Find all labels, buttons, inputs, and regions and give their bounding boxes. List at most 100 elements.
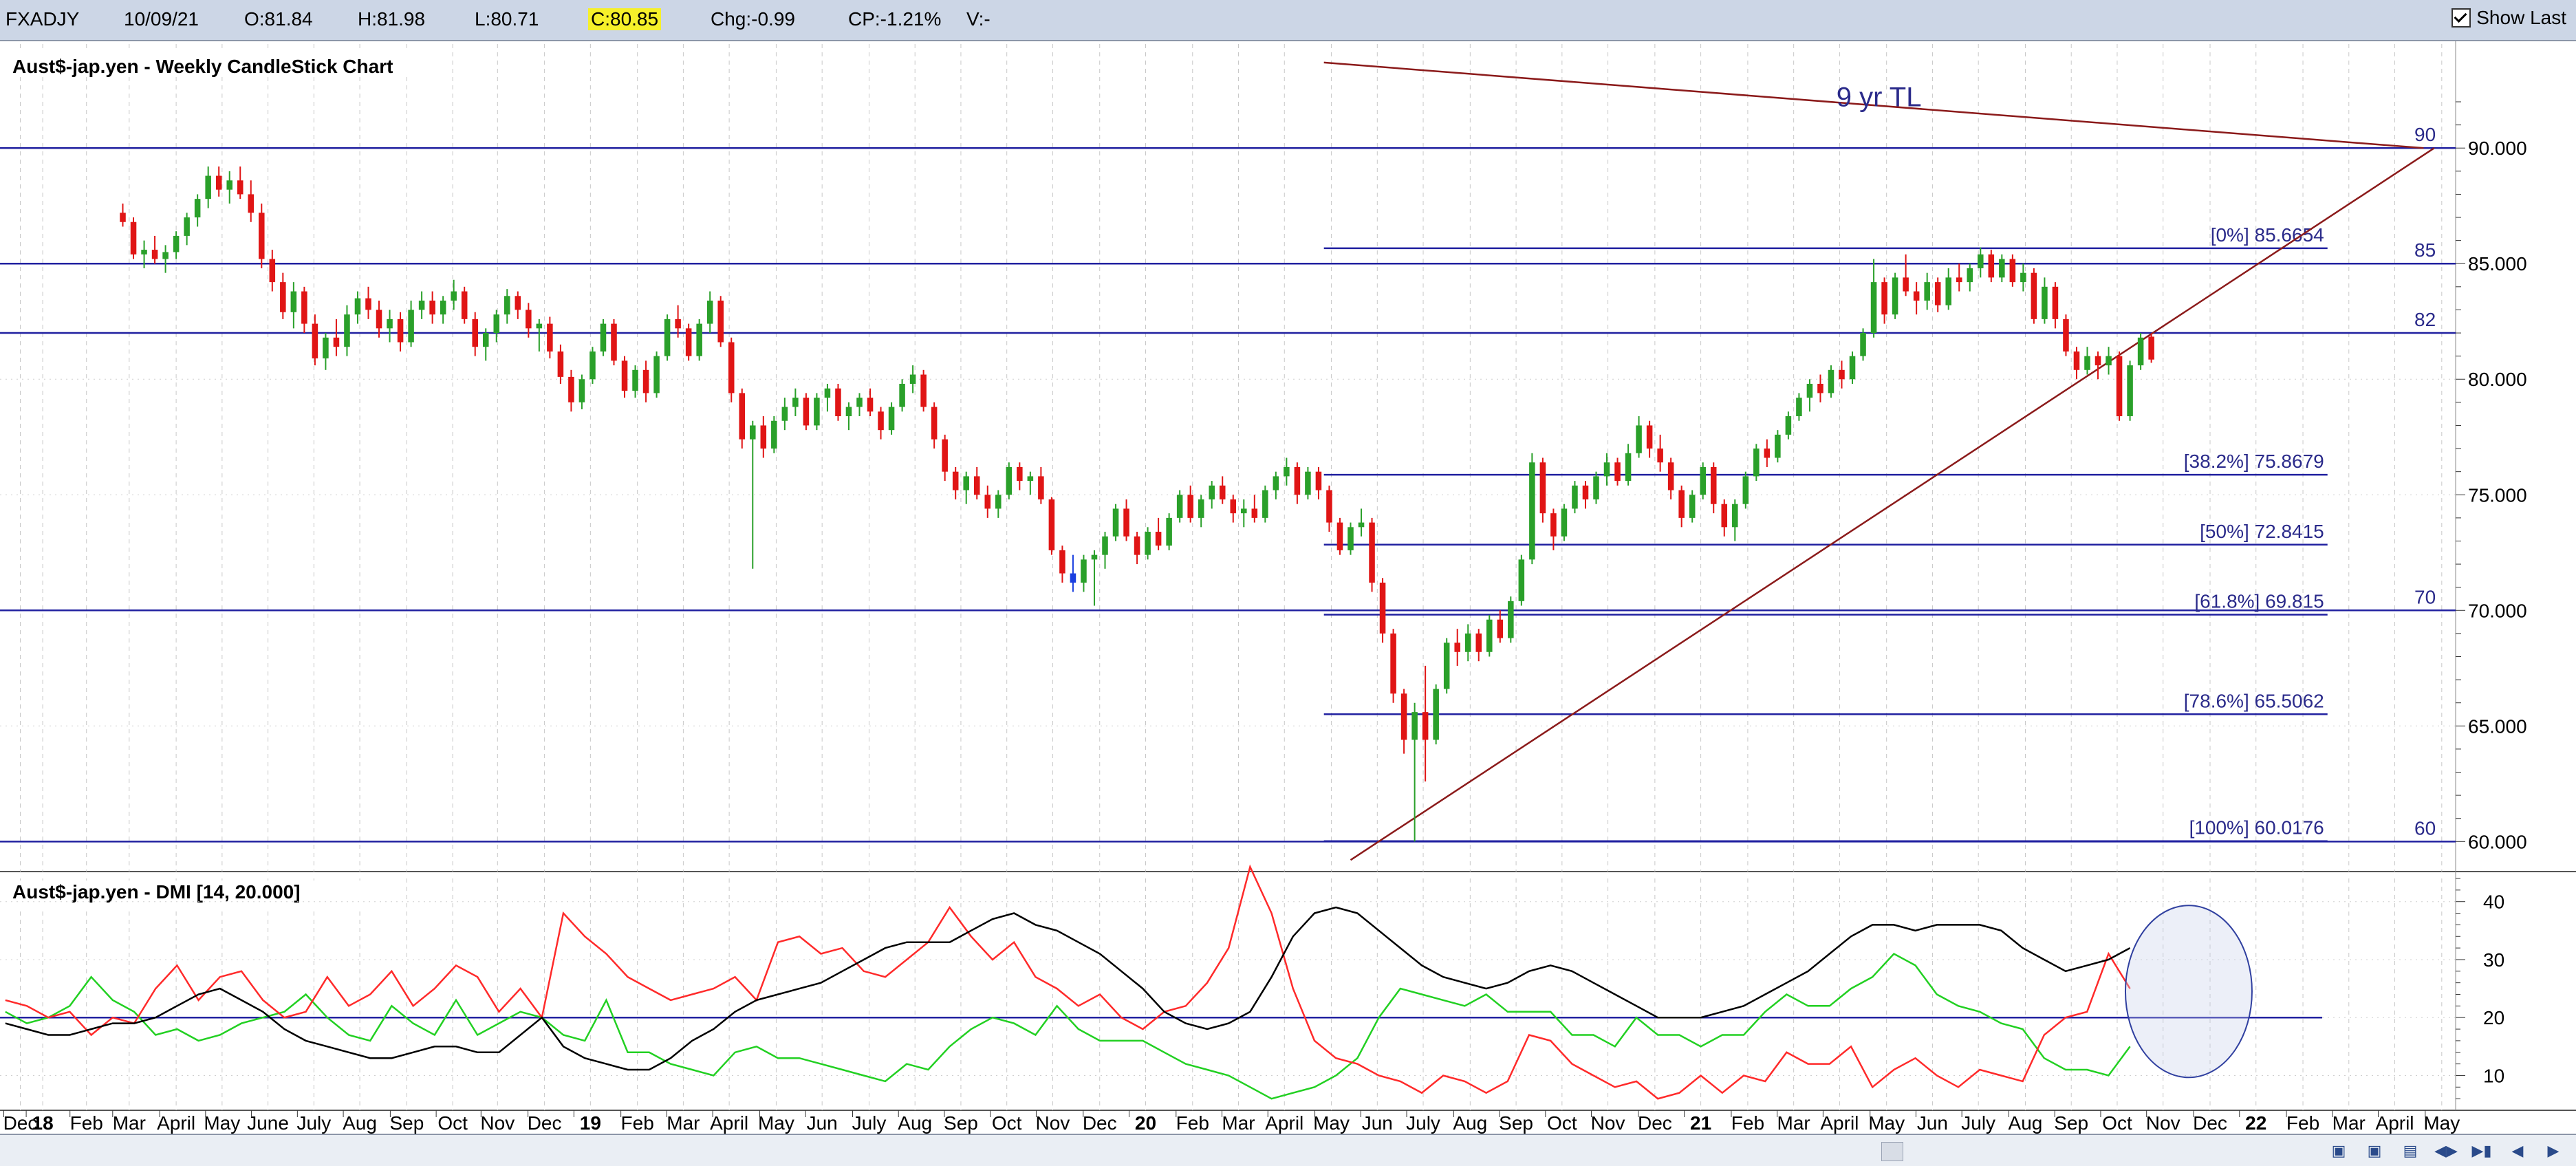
candle-body: [162, 252, 169, 259]
candle: [1775, 430, 1781, 463]
candle: [301, 286, 307, 334]
candle: [1112, 504, 1119, 541]
candle-body: [717, 300, 724, 343]
candle-body: [1315, 471, 1322, 490]
last-icon[interactable]: ▶▮: [2471, 1142, 2492, 1159]
candle: [2106, 347, 2112, 375]
candle-body: [1924, 282, 1930, 301]
zoom-out-icon[interactable]: ▣: [2367, 1142, 2382, 1159]
candle: [1411, 702, 1418, 842]
candle-body: [397, 319, 404, 343]
candle: [1710, 462, 1717, 514]
candle-body: [1305, 471, 1311, 495]
candle-body: [1988, 254, 1995, 278]
candle: [984, 485, 991, 518]
price-chart-title: Aust$-jap.yen - Weekly CandleStick Chart: [12, 56, 393, 77]
candle-body: [696, 323, 702, 356]
chart-scrollbar[interactable]: ▣ ▣ ▤ ◀▶ ▶▮ ◀ ▶: [0, 1134, 2576, 1166]
candle: [1860, 328, 1866, 361]
candle-body: [1934, 282, 1941, 305]
candle-body: [312, 323, 318, 359]
x-axis-label: Nov: [480, 1112, 515, 1134]
candle-body: [578, 379, 585, 402]
candle: [1294, 462, 1301, 504]
candle-body: [141, 250, 147, 255]
x-axis-label: 18: [32, 1112, 54, 1134]
candle: [611, 319, 617, 366]
candle: [1518, 554, 1525, 606]
dmi-series-di: [5, 952, 2131, 1100]
candle: [1006, 462, 1013, 499]
x-axis-label: 21: [1690, 1112, 1711, 1134]
candle: [376, 300, 382, 338]
x-axis-label: Mar: [1222, 1112, 1255, 1134]
candle-body: [184, 217, 190, 236]
candle-body: [1027, 476, 1034, 482]
candle-body: [1112, 508, 1119, 537]
candle-body: [1742, 476, 1749, 504]
candle: [2042, 277, 2048, 324]
show-last-checkbox[interactable]: [2451, 8, 2471, 28]
candle-body: [1561, 508, 1568, 537]
candle-body: [1326, 490, 1332, 523]
candle: [706, 291, 713, 334]
candle-body: [1732, 504, 1738, 528]
candle: [963, 471, 969, 504]
candle-body: [1860, 333, 1866, 356]
scroll-right-icon[interactable]: ▶: [2547, 1142, 2559, 1159]
candle-body: [2084, 356, 2090, 370]
candle-body: [1006, 466, 1013, 495]
candle-body: [1828, 369, 1834, 393]
candle: [280, 272, 286, 319]
candle: [1038, 466, 1044, 504]
candle-body: [803, 398, 810, 426]
candle: [664, 314, 671, 361]
x-axis-label: July: [852, 1112, 887, 1134]
candle: [440, 296, 446, 324]
candle-body: [760, 425, 767, 449]
x-axis-label: Nov: [1591, 1112, 1625, 1134]
support-line-label: 60: [2414, 817, 2436, 839]
candle: [557, 344, 564, 384]
candle-body: [1603, 462, 1610, 477]
candle-body: [290, 291, 297, 312]
candle: [1978, 247, 1984, 278]
candle-body: [1796, 398, 1802, 417]
scroll-left-icon[interactable]: ◀: [2511, 1142, 2524, 1159]
candle-body: [1145, 532, 1151, 555]
x-axis-label: Aug: [898, 1112, 932, 1134]
candle-body: [781, 407, 788, 421]
candle-body: [963, 476, 969, 490]
candle-body: [387, 319, 393, 329]
candle-body: [899, 383, 905, 407]
candle: [824, 383, 831, 412]
show-last-toggle[interactable]: Show Last: [2451, 7, 2566, 29]
scroll-thumb[interactable]: [1881, 1142, 1903, 1161]
candle-body: [2031, 272, 2037, 319]
x-axis-label: Mar: [667, 1112, 700, 1134]
zoom-in-icon[interactable]: ▣: [2331, 1142, 2346, 1159]
candle: [290, 282, 297, 329]
candle: [1539, 457, 1546, 523]
candle: [1209, 481, 1215, 509]
first-icon[interactable]: ◀▶: [2434, 1142, 2458, 1159]
candle-body: [568, 376, 574, 402]
candle: [760, 416, 767, 458]
chart-area[interactable]: 60.000 65.000 70.000 75.000 80.000 85.000 90.0…: [0, 0, 2576, 1134]
candle: [2020, 263, 2026, 292]
x-axis-label: Dec: [3, 1112, 38, 1134]
dmi-tick-label: 20: [2483, 1007, 2504, 1028]
candle-body: [1102, 536, 1108, 555]
candle: [1881, 277, 1887, 324]
candle-body: [120, 213, 126, 222]
candle: [387, 310, 393, 343]
open-value: O:81.84: [244, 8, 313, 30]
candle: [675, 305, 681, 338]
candle-body: [259, 213, 265, 259]
candle: [728, 337, 735, 402]
candle-body: [429, 300, 435, 315]
candle-body: [1411, 712, 1418, 740]
candle: [344, 305, 350, 356]
fit-icon[interactable]: ▤: [2403, 1142, 2418, 1159]
candle-body: [675, 319, 681, 329]
